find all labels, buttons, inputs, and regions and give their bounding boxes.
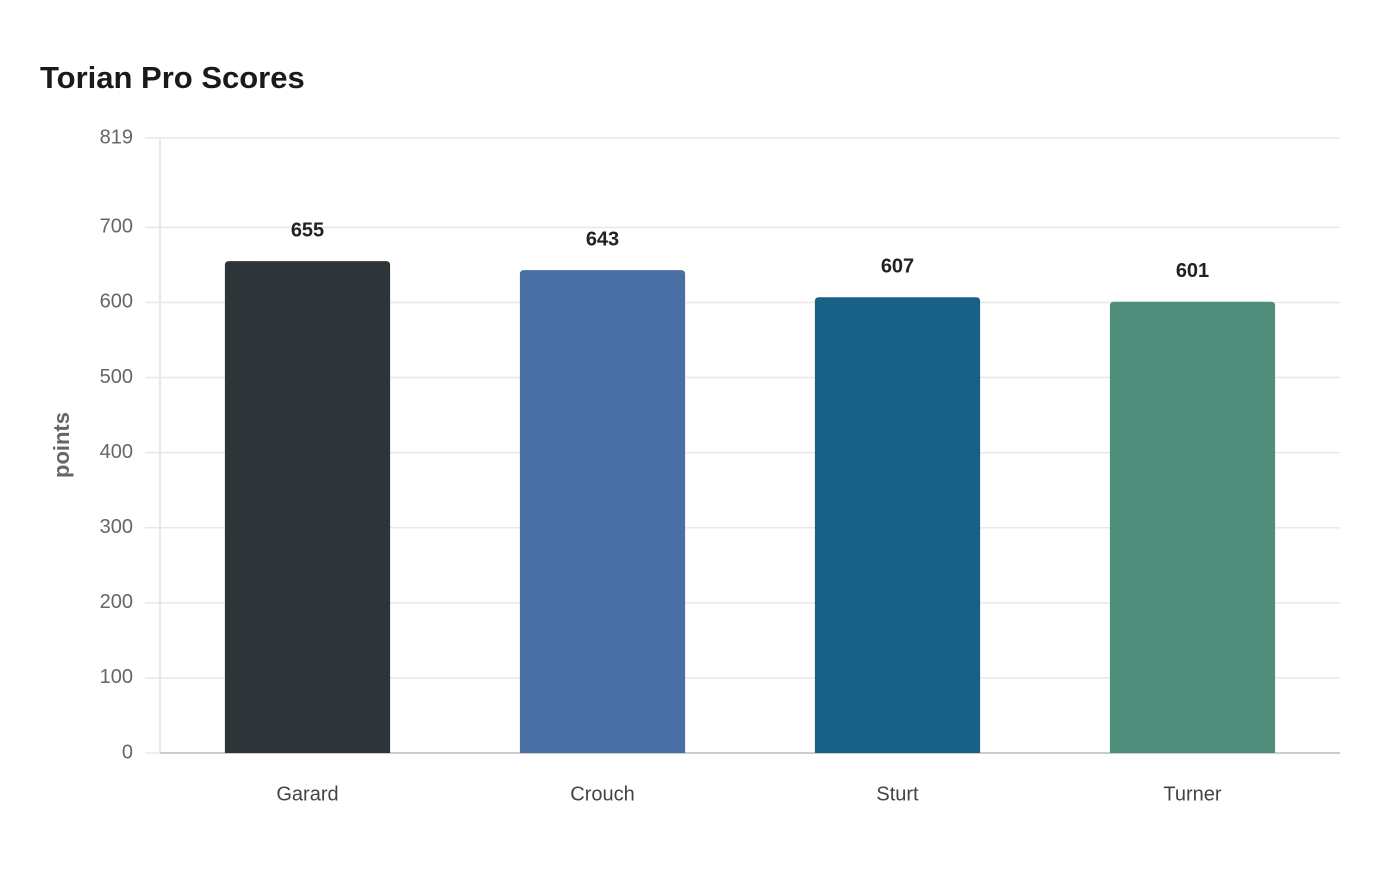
bar xyxy=(814,297,981,753)
y-tick-label: 300 xyxy=(100,516,133,538)
chart-title: Torian Pro Scores xyxy=(40,60,305,95)
value-label: 655 xyxy=(291,219,324,241)
y-tick-label: 819 xyxy=(100,126,133,148)
y-tick-label: 700 xyxy=(100,216,133,238)
bar xyxy=(224,261,391,753)
y-tick-label: 100 xyxy=(100,666,133,688)
y-tick-label: 600 xyxy=(100,291,133,313)
bar xyxy=(519,270,686,753)
bar xyxy=(1109,301,1276,753)
value-label: 607 xyxy=(881,255,914,277)
y-tick-label: 500 xyxy=(100,366,133,388)
value-label: 643 xyxy=(586,228,619,250)
x-tick-label: Turner xyxy=(1163,783,1222,805)
x-tick-label: Sturt xyxy=(876,783,919,805)
x-tick-label: Crouch xyxy=(570,783,634,805)
y-tick-label: 400 xyxy=(100,441,133,463)
y-axis-label: points xyxy=(49,412,74,478)
x-tick-label: Garard xyxy=(276,783,338,805)
y-tick-label: 0 xyxy=(122,741,133,763)
value-label: 601 xyxy=(1176,260,1209,282)
y-tick-label: 200 xyxy=(100,591,133,613)
